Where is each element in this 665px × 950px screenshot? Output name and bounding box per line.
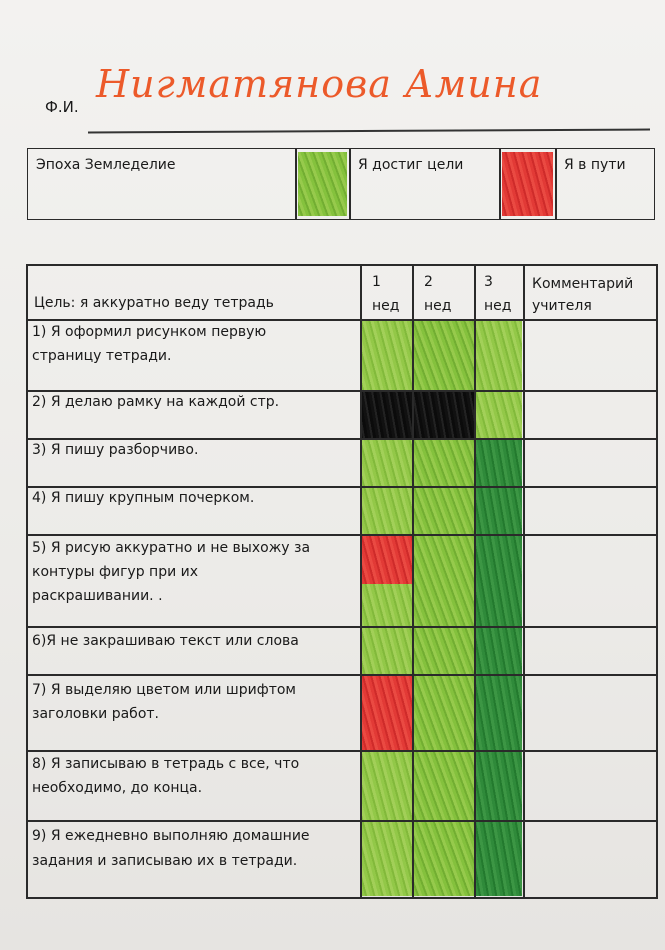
row-line bbox=[26, 626, 658, 628]
col-divider bbox=[474, 264, 476, 899]
row3-text: 3) Я пишу разборчиво. bbox=[32, 442, 199, 458]
col-divider bbox=[360, 264, 362, 899]
row9-text-line2: задания и записываю их в тетради. bbox=[32, 853, 298, 869]
red-swatch bbox=[502, 152, 553, 216]
green-swatch bbox=[298, 152, 347, 216]
legend-box: Эпоха Земледелие Я достиг цели Я в пути bbox=[27, 148, 655, 220]
row5-text-line1: 5) Я рисую аккуратно и не выхожу за bbox=[32, 540, 311, 556]
fio-label: Ф.И. bbox=[45, 98, 79, 116]
row7-text-line1: 7) Я выделяю цветом или шрифтом bbox=[32, 682, 296, 698]
row6-text: 6)Я не закрашиваю текст или слова bbox=[32, 633, 299, 649]
frame-row-black-fill bbox=[360, 390, 476, 438]
week3-fill-light bbox=[476, 321, 522, 439]
week1-num: 1 bbox=[372, 274, 381, 290]
name-underline bbox=[87, 128, 651, 134]
epoch-label: Эпоха Земледелие bbox=[36, 157, 176, 173]
row7-text-line2: заголовки работ. bbox=[32, 706, 159, 722]
week2-unit: нед bbox=[424, 298, 452, 314]
row-line bbox=[26, 897, 658, 899]
row-line bbox=[26, 264, 658, 266]
legend-divider bbox=[555, 149, 557, 219]
row8-text-line1: 8) Я записываю в тетрадь с все, что bbox=[32, 756, 300, 772]
week1-unit: нед bbox=[372, 298, 400, 314]
week2-num: 2 bbox=[424, 274, 433, 290]
table-border-left bbox=[26, 264, 28, 899]
row5-text-line3: раскрашивании. . bbox=[32, 588, 163, 604]
week3-unit: нед bbox=[484, 298, 512, 314]
legend-divider bbox=[295, 149, 297, 219]
row9-text-line1: 9) Я ежедневно выполняю домашние bbox=[32, 828, 310, 844]
comment-header-line1: Комментарий bbox=[532, 276, 634, 292]
goal-header: Цель: я аккуратно веду тетрадь bbox=[34, 295, 274, 311]
row-line bbox=[26, 486, 658, 488]
in-progress-label: Я в пути bbox=[564, 157, 626, 173]
row-line bbox=[26, 390, 658, 392]
row-line bbox=[26, 438, 658, 440]
achieved-label: Я достиг цели bbox=[358, 157, 464, 173]
row5-week1-red-fill bbox=[362, 536, 412, 584]
row2-text: 2) Я делаю рамку на каждой стр. bbox=[32, 394, 280, 410]
row-line bbox=[26, 820, 658, 822]
row1-text-line1: 1) Я оформил рисунком первую bbox=[32, 324, 267, 340]
col-divider bbox=[412, 264, 414, 899]
row1-text-line2: страницу тетради. bbox=[32, 348, 172, 364]
row-line bbox=[26, 750, 658, 752]
table-border-right bbox=[656, 264, 658, 899]
student-name-handwritten: Нигматянова Амина bbox=[96, 62, 543, 106]
row-line bbox=[26, 319, 658, 321]
row4-text: 4) Я пишу крупным почерком. bbox=[32, 490, 255, 506]
row-line bbox=[26, 534, 658, 536]
legend-divider bbox=[499, 149, 501, 219]
week3-num: 3 bbox=[484, 274, 493, 290]
goals-table: Цель: я аккуратно веду тетрадь 1 нед 2 н… bbox=[26, 264, 658, 899]
row-line bbox=[26, 674, 658, 676]
row8-text-line2: необходимо, до конца. bbox=[32, 780, 203, 796]
comment-header-line2: учителя bbox=[532, 298, 592, 314]
legend-divider bbox=[349, 149, 351, 219]
col-divider bbox=[523, 264, 525, 899]
week3-fill-dark bbox=[476, 439, 522, 896]
row7-week1-red-fill bbox=[362, 674, 412, 750]
row5-text-line2: контуры фигур при их bbox=[32, 564, 199, 580]
